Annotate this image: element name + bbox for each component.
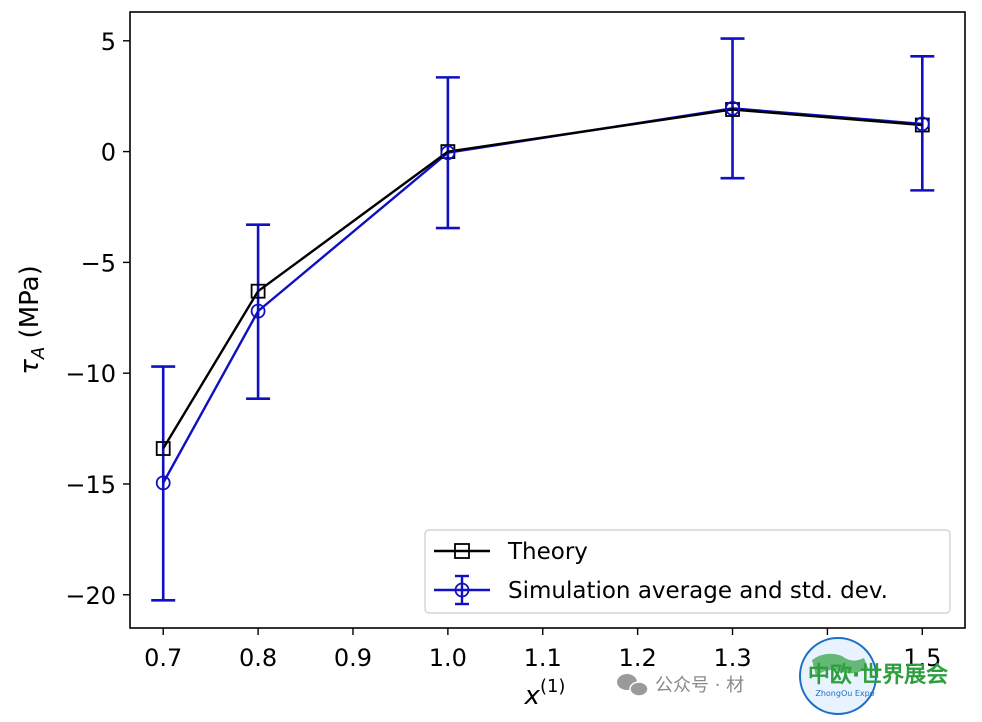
x-tick-label: 0.7: [144, 644, 182, 672]
simulation-point: [250, 303, 266, 319]
y-tick-label: 0: [101, 139, 116, 167]
x-tick-label: 1.2: [619, 644, 657, 672]
legend: Theory Simulation average and std. dev.: [424, 529, 951, 614]
theory-point: [155, 441, 171, 456]
expo-logo: 中欧·世界展会 ZhongOu Expo: [799, 637, 948, 715]
legend-marker-square: [454, 543, 470, 559]
x-tick-label: 1.3: [713, 644, 751, 672]
legend-marker-circle: [454, 582, 470, 598]
x-tick-label: 1.1: [524, 644, 562, 672]
x-tick-label: 1.0: [429, 644, 467, 672]
simulation-point: [155, 475, 171, 491]
plot-frame: [129, 11, 966, 629]
logo-text: 中欧·世界展会: [808, 662, 948, 688]
y-axis-label: τA (MPa): [15, 265, 49, 374]
x-axis-label: x(1): [524, 676, 566, 711]
simulation-point: [914, 116, 930, 132]
x-tick-label: 1.5: [903, 644, 941, 672]
legend-label-theory: Theory: [507, 539, 588, 565]
legend-entry-simulation: Simulation average and std. dev.: [434, 574, 888, 606]
simulation-point: [440, 145, 456, 161]
y-tick-label: −15: [65, 471, 116, 499]
x-tick-label: 0.9: [334, 644, 372, 672]
legend-frame: [424, 529, 951, 614]
wechat-icon: [617, 674, 649, 697]
theory-line: [162, 108, 923, 450]
y-tick-label: −20: [65, 582, 116, 610]
logo-subtext: ZhongOu Expo: [815, 689, 874, 698]
y-tick-label: −5: [81, 249, 116, 277]
watermark: 公众号 · 材 中欧·世界展会 ZhongOu Expo: [617, 637, 948, 715]
series-layer: [151, 37, 935, 602]
y-tick-label: −10: [65, 360, 116, 388]
x-tick-label: 0.8: [239, 644, 277, 672]
theory-point: [250, 283, 266, 299]
legend-entry-theory: Theory: [434, 539, 588, 565]
y-tick-label: 5: [101, 28, 116, 56]
y-axis-ticks: 5 0 −5 −10 −15 −20: [65, 28, 130, 610]
simulation-point: [725, 100, 740, 116]
watermark-text: 公众号 · 材: [655, 675, 744, 696]
legend-label-simulation: Simulation average and std. dev.: [508, 578, 888, 604]
